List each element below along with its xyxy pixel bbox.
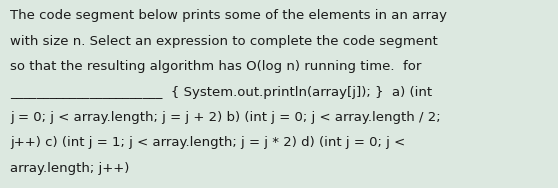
Text: with size n. Select an expression to complete the code segment: with size n. Select an expression to com… (10, 35, 438, 48)
Text: array.length; j++): array.length; j++) (10, 162, 129, 175)
Text: j++) c) (int j = 1; j < array.length; j = j * 2) d) (int j = 0; j <: j++) c) (int j = 1; j < array.length; j … (10, 136, 405, 149)
Text: _______________________  { System.out.println(array[j]); }  a) (int: _______________________ { System.out.pri… (10, 86, 432, 99)
Text: j = 0; j < array.length; j = j + 2) b) (int j = 0; j < array.length / 2;: j = 0; j < array.length; j = j + 2) b) (… (10, 111, 441, 124)
Text: so that the resulting algorithm has O(log n) running time.  for: so that the resulting algorithm has O(lo… (10, 60, 421, 73)
Text: The code segment below prints some of the elements in an array: The code segment below prints some of th… (10, 9, 447, 22)
